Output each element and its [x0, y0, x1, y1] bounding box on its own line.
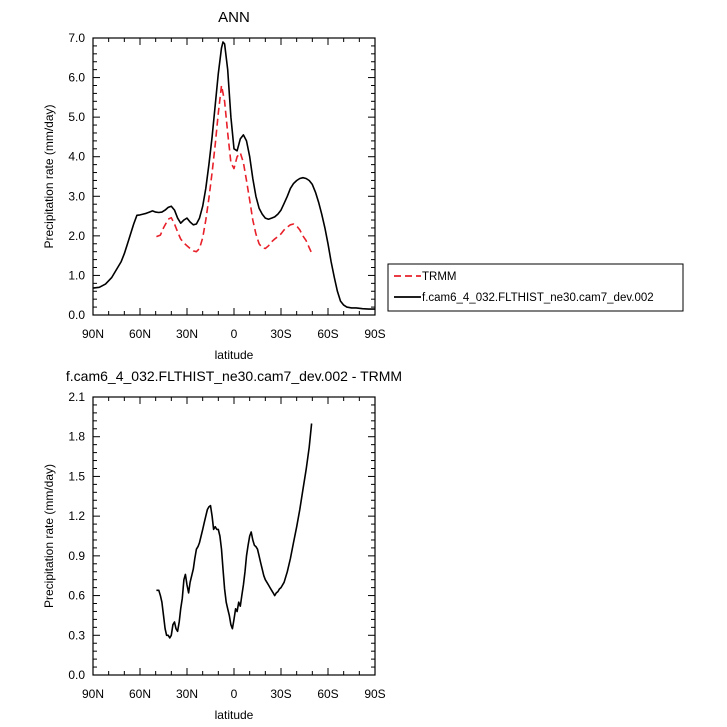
x-tick-label: 30N	[176, 687, 198, 701]
x-tick-label: 30N	[176, 327, 198, 341]
y-tick-label: 2.1	[68, 390, 85, 404]
chart-title: ANN	[218, 9, 250, 26]
x-axis-label: latitude	[215, 348, 254, 362]
chart-title: f.cam6_4_032.FLTHIST_ne30.cam7_dev.002 -…	[66, 368, 402, 384]
y-tick-label: 1.8	[68, 430, 85, 444]
x-tick-label: 0	[231, 327, 238, 341]
y-tick-label: 6.0	[68, 71, 85, 85]
series-line-0	[156, 423, 313, 639]
x-tick-label: 60S	[317, 687, 338, 701]
y-axis-label: Precipitation rate (mm/day)	[42, 464, 56, 608]
legend-label-0: TRMM	[422, 271, 457, 283]
x-tick-label: 60N	[129, 687, 151, 701]
plot-frame	[92, 396, 376, 676]
legend: TRMM f.cam6_4_032.FLTHIST_ne30.cam7_dev.0…	[387, 263, 684, 312]
y-tick-label: 0.0	[68, 668, 85, 682]
x-tick-label: 90N	[82, 687, 104, 701]
legend-box	[387, 263, 684, 312]
y-axis-label: Precipitation rate (mm/day)	[42, 104, 56, 248]
x-tick-label: 60S	[317, 327, 338, 341]
y-tick-label: 3.0	[68, 189, 85, 203]
y-tick-label: 5.0	[68, 110, 85, 124]
y-tick-label: 0.9	[68, 549, 85, 563]
x-tick-label: 90S	[364, 327, 385, 341]
plot-frame	[92, 37, 376, 316]
y-tick-label: 0.0	[68, 308, 85, 322]
y-tick-label: 1.0	[68, 268, 85, 282]
y-tick-label: 1.2	[68, 509, 85, 523]
y-tick-label: 7.0	[68, 31, 85, 45]
legend-label-1: f.cam6_4_032.FLTHIST_ne30.cam7_dev.002	[422, 292, 654, 304]
series-line-1	[92, 41, 375, 310]
x-tick-label: 30S	[270, 687, 291, 701]
x-tick-label: 90S	[364, 687, 385, 701]
y-tick-label: 1.5	[68, 469, 85, 483]
y-tick-label: 0.3	[68, 628, 85, 642]
panel-difference: f.cam6_4_032.FLTHIST_ne30.cam7_dev.002 -…	[42, 368, 402, 722]
x-tick-label: 90N	[82, 327, 104, 341]
y-tick-label: 0.6	[68, 589, 85, 603]
y-tick-label: 4.0	[68, 150, 85, 164]
x-tick-label: 30S	[270, 327, 291, 341]
x-tick-label: 60N	[129, 327, 151, 341]
panel-annual-mean: ANN latitude Precipitation rate (mm/day) 90…	[42, 9, 386, 362]
series-line-0	[156, 84, 313, 254]
y-tick-label: 2.0	[68, 229, 85, 243]
x-axis-label: latitude	[215, 708, 254, 722]
x-tick-label: 0	[231, 687, 238, 701]
